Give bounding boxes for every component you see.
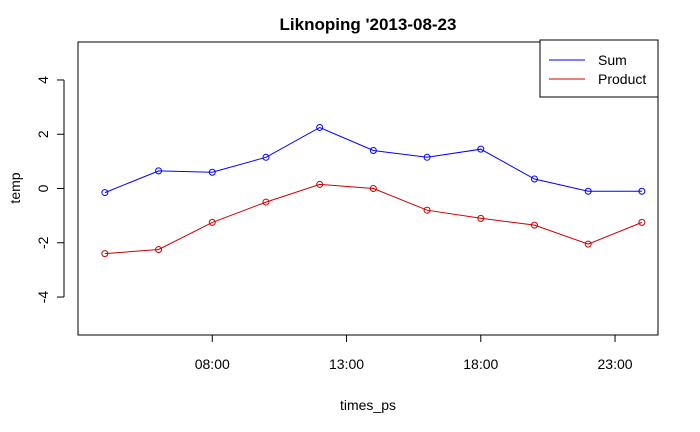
y-axis-label: temp bbox=[7, 172, 23, 203]
data-point bbox=[369, 185, 377, 192]
data-point bbox=[101, 189, 109, 197]
data-point bbox=[423, 153, 431, 161]
series-line-product bbox=[104, 183, 643, 255]
data-point bbox=[155, 167, 163, 175]
data-point bbox=[316, 123, 324, 131]
data-point bbox=[530, 221, 538, 229]
x-axis-label: times_ps bbox=[340, 397, 396, 413]
data-point bbox=[584, 187, 592, 195]
x-axis: 08:00 13:00 18:00 23:00 bbox=[195, 334, 633, 372]
data-point bbox=[423, 206, 431, 214]
data-point bbox=[530, 175, 538, 183]
data-point bbox=[155, 246, 163, 254]
legend-label: Sum bbox=[598, 52, 627, 68]
legend: Sum Product bbox=[539, 39, 659, 98]
x-tick-label: 23:00 bbox=[598, 356, 633, 372]
data-point bbox=[316, 180, 324, 188]
data-point bbox=[638, 187, 646, 195]
y-tick-label: 0 bbox=[35, 184, 51, 192]
y-axis: -4 -2 0 2 4 bbox=[35, 76, 65, 304]
data-point bbox=[369, 147, 377, 155]
y-tick-label: 2 bbox=[35, 130, 51, 138]
data-point bbox=[477, 214, 485, 222]
y-tick-label: 4 bbox=[35, 76, 51, 84]
data-point bbox=[262, 198, 270, 206]
x-tick-label: 18:00 bbox=[463, 356, 498, 372]
data-point bbox=[477, 145, 485, 153]
series-layer bbox=[101, 123, 646, 258]
legend-label: Product bbox=[598, 71, 646, 87]
data-point bbox=[638, 218, 646, 226]
data-point bbox=[101, 250, 109, 258]
y-tick-label: -2 bbox=[35, 236, 51, 249]
data-point bbox=[208, 218, 216, 226]
legend-box bbox=[539, 39, 659, 98]
x-tick-label: 08:00 bbox=[195, 356, 230, 372]
series-line-sum bbox=[104, 126, 642, 194]
data-point bbox=[584, 240, 592, 248]
chart-title: Liknoping '2013-08-23 bbox=[280, 15, 457, 34]
data-point bbox=[262, 153, 270, 161]
data-point bbox=[208, 168, 216, 176]
x-tick-label: 13:00 bbox=[329, 356, 364, 372]
y-tick-label: -4 bbox=[35, 291, 51, 304]
